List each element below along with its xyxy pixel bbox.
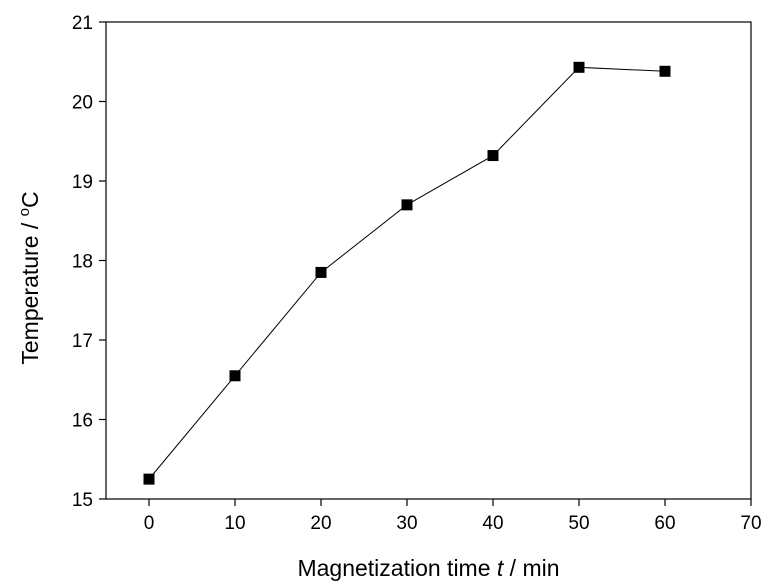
x-tick-label: 60 <box>654 513 675 534</box>
data-point-marker <box>315 266 327 278</box>
x-tick-label: 20 <box>310 513 331 534</box>
x-tick-label: 10 <box>224 513 245 534</box>
x-axis-title: Magnetization time t / min <box>297 555 559 581</box>
y-axis-ticks: 15 16 17 18 19 20 21 <box>72 13 106 511</box>
y-tick-label: 19 <box>72 172 93 193</box>
data-point-marker <box>401 199 413 211</box>
y-tick-label: 21 <box>72 13 93 34</box>
x-tick-label: 50 <box>568 513 589 534</box>
x-tick-label: 40 <box>482 513 503 534</box>
plot-area-frame <box>105 21 752 500</box>
x-tick-label: 30 <box>396 513 417 534</box>
series-line <box>148 66 666 480</box>
y-tick-label: 17 <box>72 331 93 352</box>
y-tick-label: 16 <box>72 411 93 432</box>
x-tick-label: 0 <box>144 513 155 534</box>
data-point-marker <box>143 473 155 485</box>
data-point-marker <box>659 65 671 77</box>
y-tick-label: 20 <box>72 93 93 114</box>
data-point-marker <box>487 150 499 162</box>
y-axis-title: Temperature / oC <box>16 191 43 364</box>
x-tick-label: 70 <box>740 513 761 534</box>
data-point-marker <box>229 370 241 382</box>
y-tick-label: 15 <box>72 490 93 511</box>
data-point-marker <box>573 61 585 73</box>
series-layer <box>143 61 671 485</box>
y-tick-label: 18 <box>72 252 93 273</box>
x-axis-ticks: 0 10 20 30 40 50 60 70 <box>144 499 762 534</box>
